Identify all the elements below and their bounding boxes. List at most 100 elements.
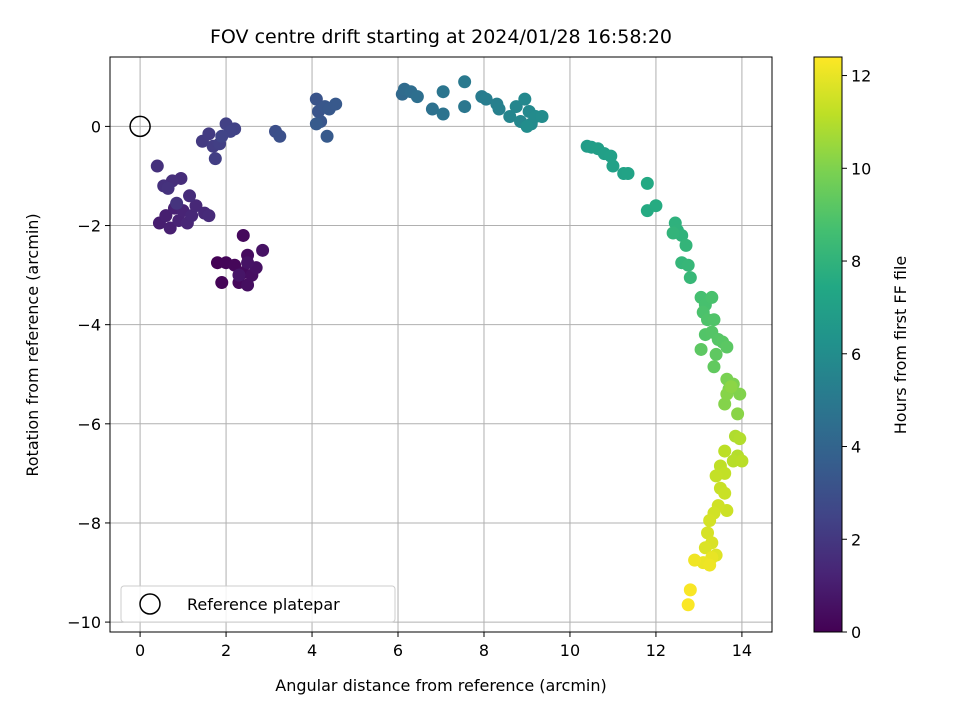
data-point	[232, 268, 246, 282]
data-point	[707, 360, 721, 374]
colorbar-gradient	[814, 57, 842, 632]
data-point	[681, 258, 695, 272]
data-point	[159, 209, 173, 223]
colorbar-frame	[813, 56, 843, 633]
data-point	[535, 109, 549, 123]
scatter-points	[150, 75, 749, 612]
colorbar: 0 2 4 6 8 10 12 Hours from first FF file	[813, 56, 910, 642]
colorbar-ticks: 0 2 4 6 8 10 12	[842, 67, 871, 642]
data-point	[170, 196, 184, 210]
data-point	[189, 199, 203, 213]
y-axis: −10 −8 −6 −4 −2 0	[67, 117, 110, 632]
legend-marker	[139, 593, 161, 615]
colorbar-tick-label: 2	[851, 530, 861, 549]
data-point	[202, 209, 216, 223]
data-point	[256, 243, 270, 257]
y-tick-label: −6	[77, 415, 101, 434]
data-point	[509, 100, 523, 114]
data-point	[163, 221, 177, 235]
data-point	[202, 127, 216, 141]
data-point	[425, 102, 439, 116]
data-point	[309, 117, 323, 131]
data-point	[701, 526, 715, 540]
colorbar-tick-label: 0	[851, 623, 861, 642]
data-point	[604, 149, 618, 163]
colorbar-tick-label: 10	[851, 159, 871, 178]
data-point	[681, 598, 695, 612]
y-tick-label: 0	[91, 117, 101, 136]
data-point	[228, 258, 242, 272]
data-point	[679, 238, 693, 252]
plot-frame	[109, 56, 773, 633]
reference-marker	[129, 115, 151, 138]
data-point	[241, 256, 255, 270]
data-point	[436, 107, 450, 121]
x-axis: 0 2 4 6 8 10 12 14	[135, 632, 752, 660]
legend: Reference platepar	[120, 585, 396, 623]
data-point	[735, 454, 749, 468]
data-point	[707, 313, 721, 327]
data-point	[694, 342, 708, 356]
data-point	[161, 181, 175, 195]
data-point	[733, 432, 747, 446]
data-point	[621, 166, 635, 180]
data-point	[606, 159, 620, 173]
data-point	[309, 92, 323, 106]
x-tick-label: 8	[479, 641, 489, 660]
colorbar-label: Hours from first FF file	[891, 256, 910, 435]
data-point	[705, 290, 719, 304]
x-tick-label: 6	[393, 641, 403, 660]
colorbar-tick-label: 4	[851, 438, 861, 457]
data-point	[703, 558, 717, 572]
data-point	[241, 278, 255, 292]
data-point	[724, 380, 738, 394]
data-point	[666, 226, 680, 240]
y-tick-label: −8	[77, 514, 101, 533]
data-point	[718, 444, 732, 458]
x-axis-label: Angular distance from reference (arcmin)	[275, 676, 606, 695]
data-point	[492, 102, 506, 116]
data-point	[320, 129, 334, 143]
data-point	[215, 129, 229, 143]
y-tick-label: −10	[67, 613, 101, 632]
x-tick-label: 10	[560, 641, 580, 660]
x-tick-label: 4	[307, 641, 317, 660]
y-axis-label: Rotation from reference (arcmin)	[23, 213, 42, 476]
data-point	[236, 228, 250, 242]
data-point	[683, 583, 697, 597]
data-point	[698, 541, 712, 555]
data-point	[718, 397, 732, 411]
data-point	[185, 209, 199, 223]
data-point	[150, 159, 164, 173]
data-point	[273, 129, 287, 143]
data-point	[458, 75, 472, 89]
data-point	[410, 90, 424, 104]
data-point	[731, 407, 745, 421]
data-point	[503, 109, 517, 123]
chart-title: FOV centre drift starting at 2024/01/28 …	[210, 26, 672, 48]
x-tick-label: 12	[646, 641, 666, 660]
x-tick-label: 2	[221, 641, 231, 660]
data-point	[703, 513, 717, 527]
reference-point	[129, 115, 151, 138]
colorbar-tick-label: 6	[851, 345, 861, 364]
data-point	[649, 199, 663, 213]
data-point	[709, 347, 723, 361]
y-tick-label: −4	[77, 316, 101, 335]
data-point	[718, 486, 732, 500]
data-point	[683, 271, 697, 285]
data-point	[436, 85, 450, 99]
data-point	[518, 92, 532, 106]
data-point	[709, 469, 723, 483]
colorbar-tick-label: 8	[851, 252, 861, 271]
data-point	[458, 100, 472, 114]
data-point	[479, 92, 493, 106]
colorbar-tick-label: 12	[851, 67, 871, 86]
data-point	[329, 97, 343, 111]
data-point	[688, 553, 702, 567]
data-point	[733, 387, 747, 401]
data-point	[720, 340, 734, 354]
legend-label: Reference platepar	[187, 595, 340, 614]
data-point	[208, 152, 222, 166]
